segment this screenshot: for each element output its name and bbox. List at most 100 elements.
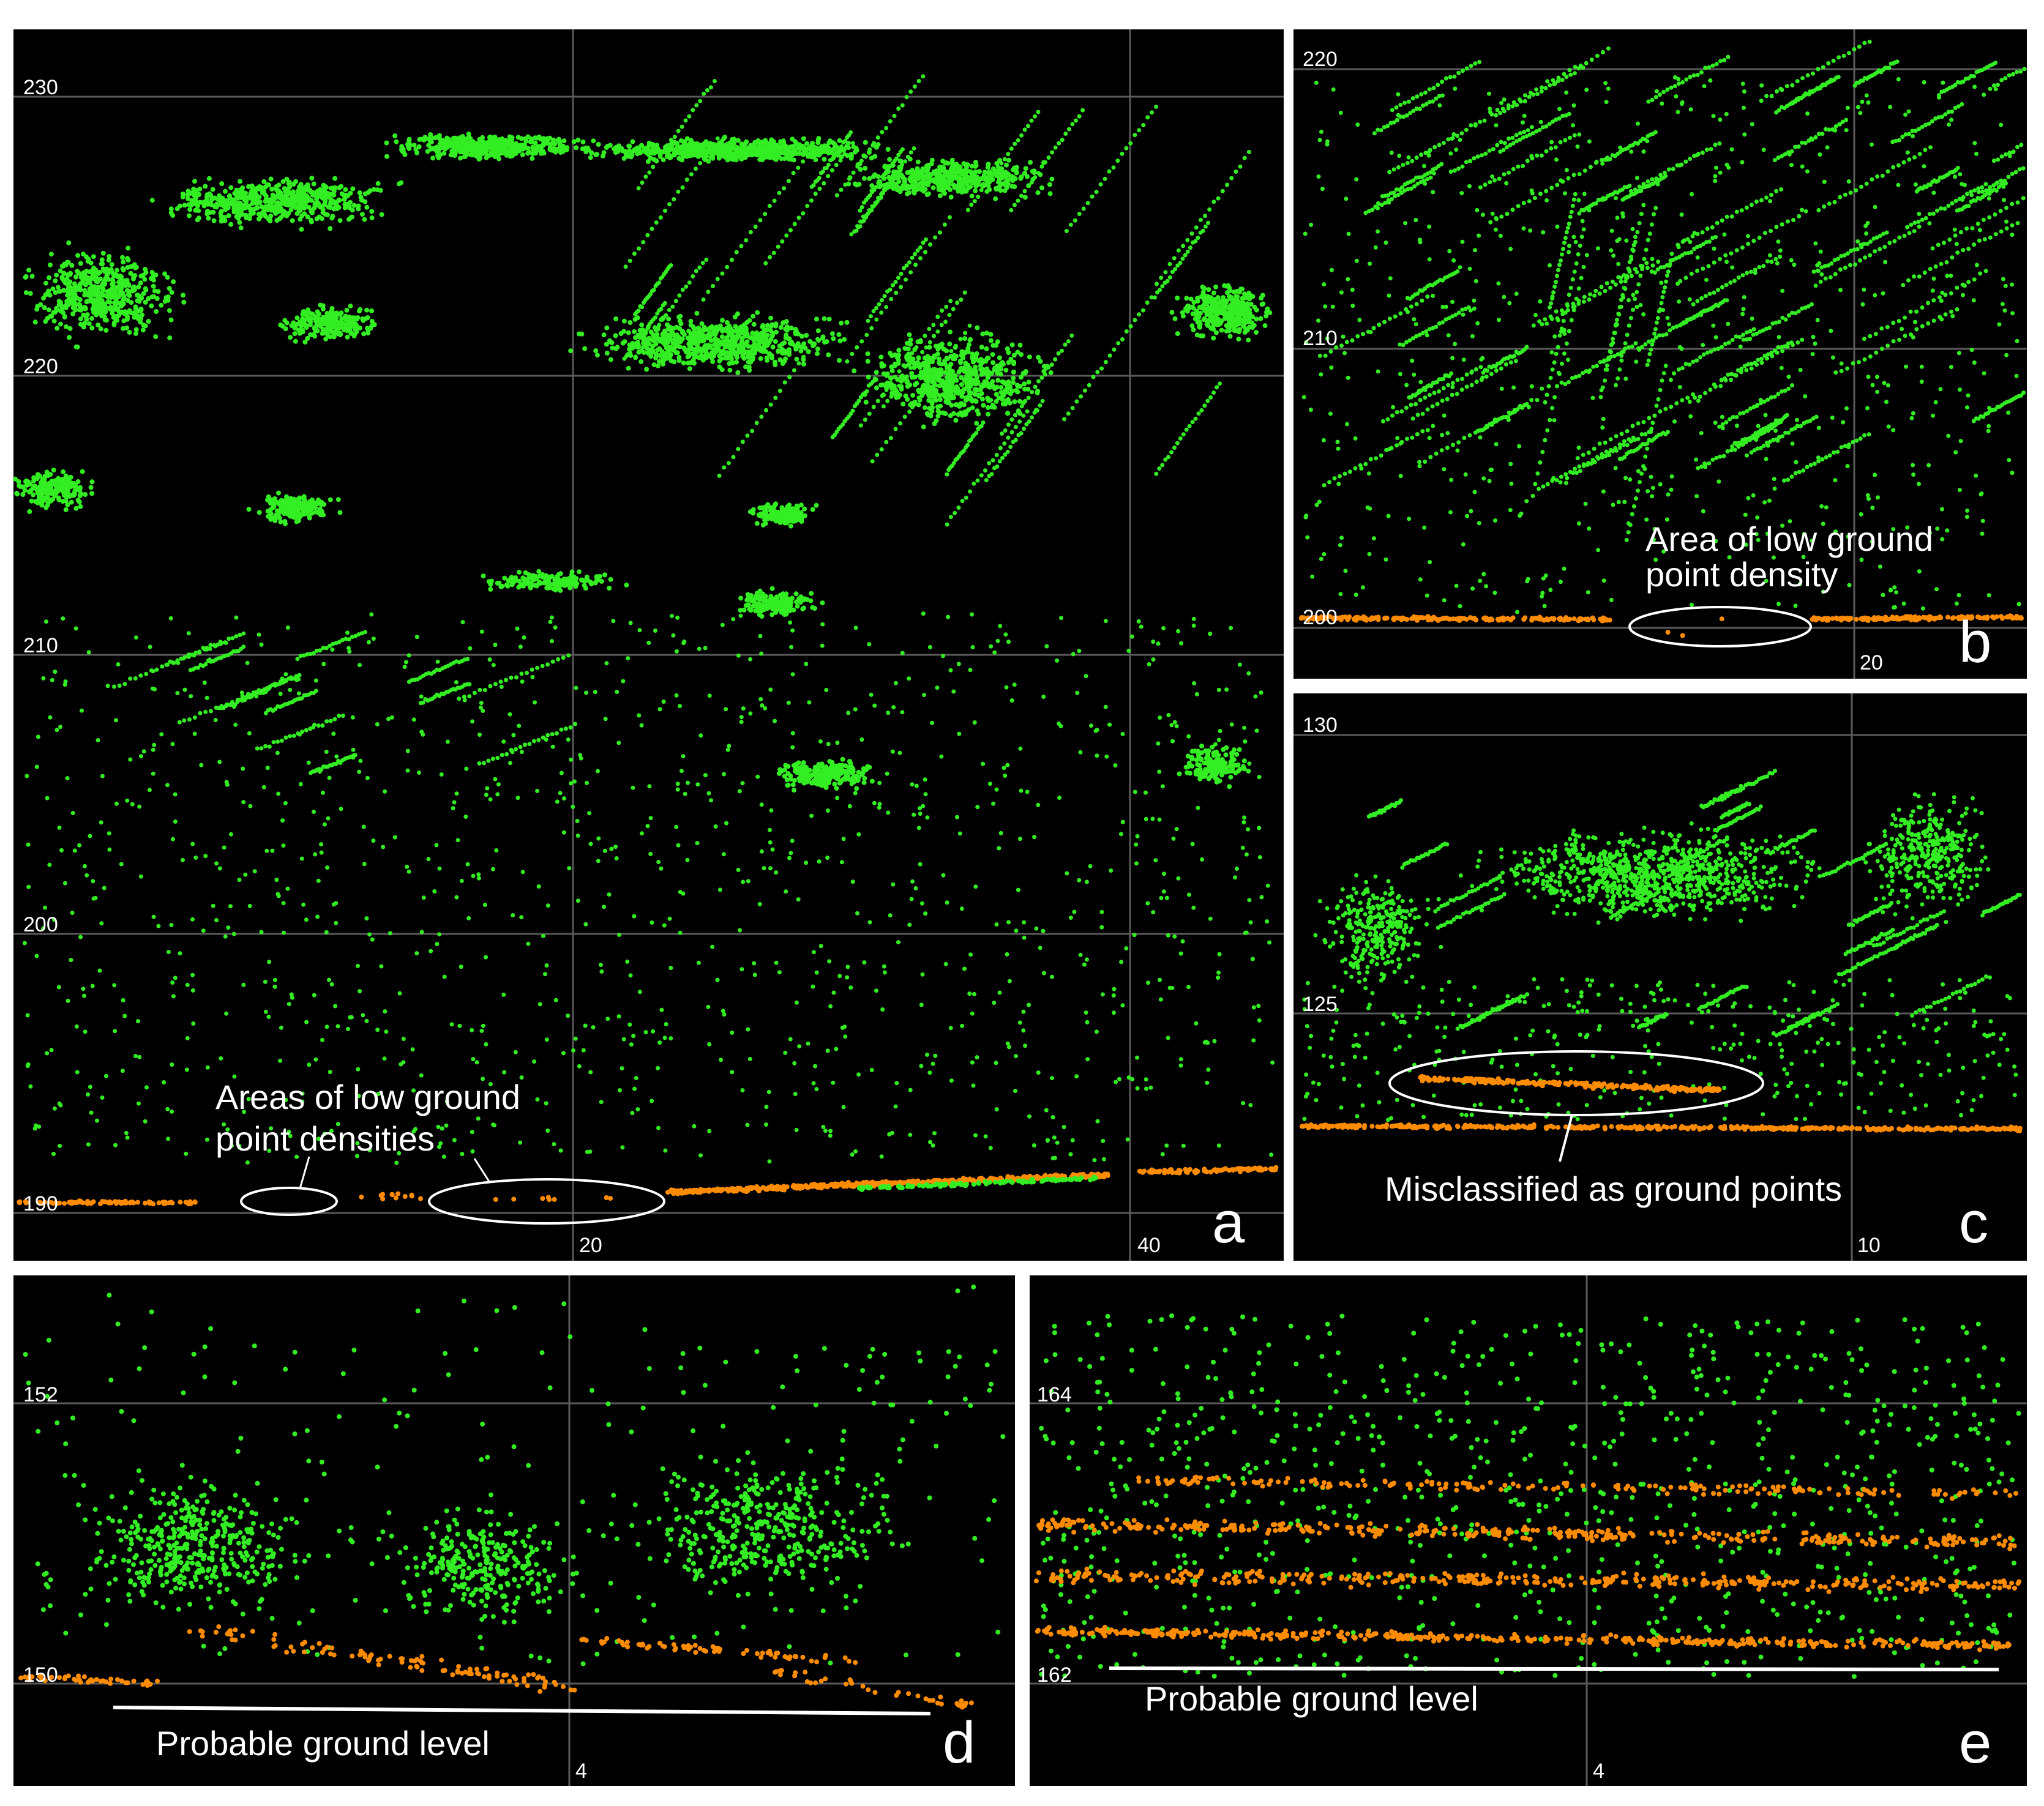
vegetation-point bbox=[697, 329, 702, 335]
vegetation-point bbox=[48, 498, 53, 504]
vegetation-point bbox=[998, 188, 1003, 193]
vegetation-point bbox=[308, 332, 313, 337]
vegetation-point bbox=[520, 152, 525, 157]
vegetation-point bbox=[648, 155, 653, 161]
vegetation-point bbox=[54, 305, 59, 311]
vegetation-point bbox=[56, 497, 62, 502]
vegetation-point bbox=[104, 273, 110, 278]
vegetation-point bbox=[717, 358, 722, 364]
vegetation-point bbox=[466, 147, 472, 152]
vegetation-point bbox=[670, 340, 676, 346]
vegetation-point bbox=[124, 288, 130, 293]
vegetation-point bbox=[102, 302, 107, 307]
vegetation-point bbox=[815, 351, 820, 356]
vegetation-point bbox=[138, 319, 143, 325]
vegetation-point bbox=[1215, 295, 1221, 300]
vegetation-point bbox=[286, 181, 291, 186]
vegetation-point bbox=[957, 403, 962, 409]
vegetation-point bbox=[1175, 331, 1180, 337]
vegetation-point bbox=[211, 218, 217, 223]
vegetation-point bbox=[236, 208, 241, 213]
vegetation-point bbox=[120, 255, 125, 260]
vegetation-point bbox=[1047, 191, 1053, 196]
vegetation-point bbox=[46, 483, 51, 489]
vegetation-point bbox=[282, 511, 287, 517]
vegetation-point bbox=[627, 320, 633, 325]
vegetation-point bbox=[268, 203, 274, 208]
vegetation-point bbox=[758, 333, 763, 338]
vegetation-point bbox=[780, 321, 785, 326]
vegetation-point bbox=[839, 154, 844, 160]
vegetation-point bbox=[740, 346, 746, 352]
vegetation-point bbox=[934, 418, 939, 424]
vegetation-point bbox=[943, 390, 949, 395]
vegetation-point bbox=[39, 480, 43, 485]
vegetation-point bbox=[748, 355, 754, 360]
vegetation-point bbox=[966, 407, 971, 412]
vegetation-point bbox=[269, 497, 274, 502]
vegetation-point bbox=[664, 338, 668, 344]
vegetation-point bbox=[814, 502, 819, 508]
vegetation-point bbox=[926, 165, 931, 170]
vegetation-point bbox=[375, 181, 381, 186]
vegetation-point bbox=[509, 135, 515, 140]
vegetation-point bbox=[713, 146, 718, 151]
vegetation-point bbox=[218, 202, 223, 207]
vegetation-point bbox=[724, 326, 729, 331]
vegetation-point bbox=[198, 200, 204, 205]
vegetation-point bbox=[545, 136, 551, 142]
vegetation-point bbox=[344, 307, 350, 313]
vegetation-point bbox=[1208, 296, 1214, 302]
vegetation-point bbox=[304, 324, 309, 329]
vegetation-point bbox=[392, 133, 398, 138]
vegetation-point bbox=[971, 359, 976, 364]
vegetation-point bbox=[1000, 401, 1006, 406]
vegetation-point bbox=[326, 204, 331, 210]
vegetation-point bbox=[896, 348, 902, 353]
vegetation-point bbox=[75, 269, 80, 274]
vegetation-point bbox=[361, 318, 366, 323]
vegetation-point bbox=[650, 143, 656, 148]
vegetation-point bbox=[593, 152, 599, 157]
vegetation-point bbox=[237, 220, 242, 225]
vegetation-point bbox=[430, 155, 436, 161]
vegetation-point bbox=[926, 373, 931, 378]
vegetation-point bbox=[1226, 283, 1231, 288]
vegetation-point bbox=[1211, 335, 1216, 341]
vegetation-point bbox=[831, 336, 836, 341]
vegetation-point bbox=[443, 142, 449, 147]
vegetation-point bbox=[787, 341, 793, 346]
vegetation-point bbox=[904, 379, 910, 385]
vegetation-point bbox=[293, 338, 298, 344]
vegetation-point bbox=[773, 144, 777, 149]
vegetation-point bbox=[45, 315, 50, 321]
vegetation-point bbox=[995, 363, 1000, 368]
vegetation-point bbox=[1242, 321, 1248, 326]
vegetation-point bbox=[604, 341, 609, 347]
vegetation-point bbox=[282, 209, 287, 214]
vegetation-point bbox=[539, 144, 544, 150]
vegetation-point bbox=[1012, 399, 1017, 405]
vegetation-point bbox=[755, 146, 760, 152]
vegetation-point bbox=[1011, 174, 1016, 180]
vegetation-point bbox=[704, 343, 709, 349]
vegetation-point bbox=[758, 338, 764, 344]
vegetation-point bbox=[103, 327, 109, 333]
vegetation-point bbox=[484, 155, 489, 160]
vegetation-point bbox=[1014, 382, 1020, 388]
vegetation-point bbox=[203, 184, 208, 189]
vegetation-point bbox=[1225, 323, 1230, 329]
vegetation-point bbox=[829, 331, 835, 337]
vegetation-point bbox=[196, 215, 201, 221]
vegetation-point bbox=[523, 136, 528, 141]
vegetation-point bbox=[1232, 327, 1238, 332]
vegetation-point bbox=[1197, 324, 1202, 329]
vegetation-point bbox=[762, 329, 767, 334]
vegetation-point bbox=[513, 151, 518, 156]
vegetation-point bbox=[115, 285, 121, 290]
vegetation-point bbox=[981, 175, 986, 181]
vegetation-point bbox=[168, 210, 174, 215]
vegetation-point bbox=[61, 278, 67, 283]
vegetation-point bbox=[270, 193, 275, 198]
vegetation-point bbox=[342, 205, 348, 211]
